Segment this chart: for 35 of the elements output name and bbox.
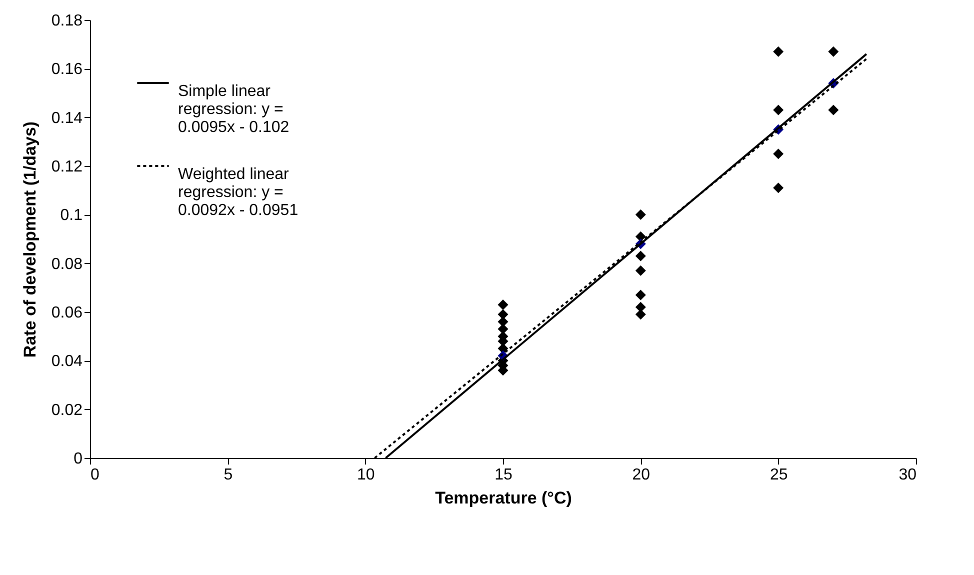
legend-label: Weighted linear regression: y = 0.0092x - 0.0951 — [178, 166, 298, 219]
point — [635, 250, 646, 262]
x-tick-label: 20 — [632, 466, 650, 484]
point — [635, 231, 646, 242]
point — [828, 104, 839, 116]
x-tick-label: 5 — [224, 466, 233, 484]
point — [635, 265, 646, 276]
x-tick-label: 0 — [90, 466, 100, 484]
point — [828, 46, 839, 57]
y-tick-label: 0.18 — [51, 12, 83, 30]
y-tick-label: 0 — [74, 450, 83, 468]
y-axis-title: Rate of development (1/days) — [20, 121, 40, 358]
y-tick-label: 0.16 — [51, 61, 83, 78]
point — [498, 299, 508, 310]
y-tick-label: 0.04 — [51, 353, 83, 370]
x-tick-label: 25 — [770, 466, 788, 484]
x-tick-label: 10 — [356, 466, 375, 484]
point — [773, 148, 784, 160]
x-tick-label: 15 — [494, 466, 512, 484]
y-tick-label: 0.14 — [51, 110, 83, 127]
y-tick-label: 0.12 — [51, 158, 83, 176]
x-tick-label: 30 — [898, 466, 917, 484]
point — [498, 324, 508, 334]
legend-label: Simple linear regression: y = 0.0095x - 0.102 — [178, 83, 290, 136]
y-tick-label: 0.02 — [51, 402, 83, 419]
point — [773, 182, 784, 194]
point — [635, 209, 646, 220]
y-tick-label: 0.1 — [60, 207, 83, 224]
y-tick-label: 0.06 — [51, 304, 83, 322]
x-axis-title: Temperature (°C) — [435, 488, 572, 508]
point — [635, 290, 646, 300]
point — [773, 104, 784, 116]
point — [773, 46, 784, 57]
point — [635, 302, 646, 312]
y-tick-label: 0.08 — [51, 256, 83, 273]
